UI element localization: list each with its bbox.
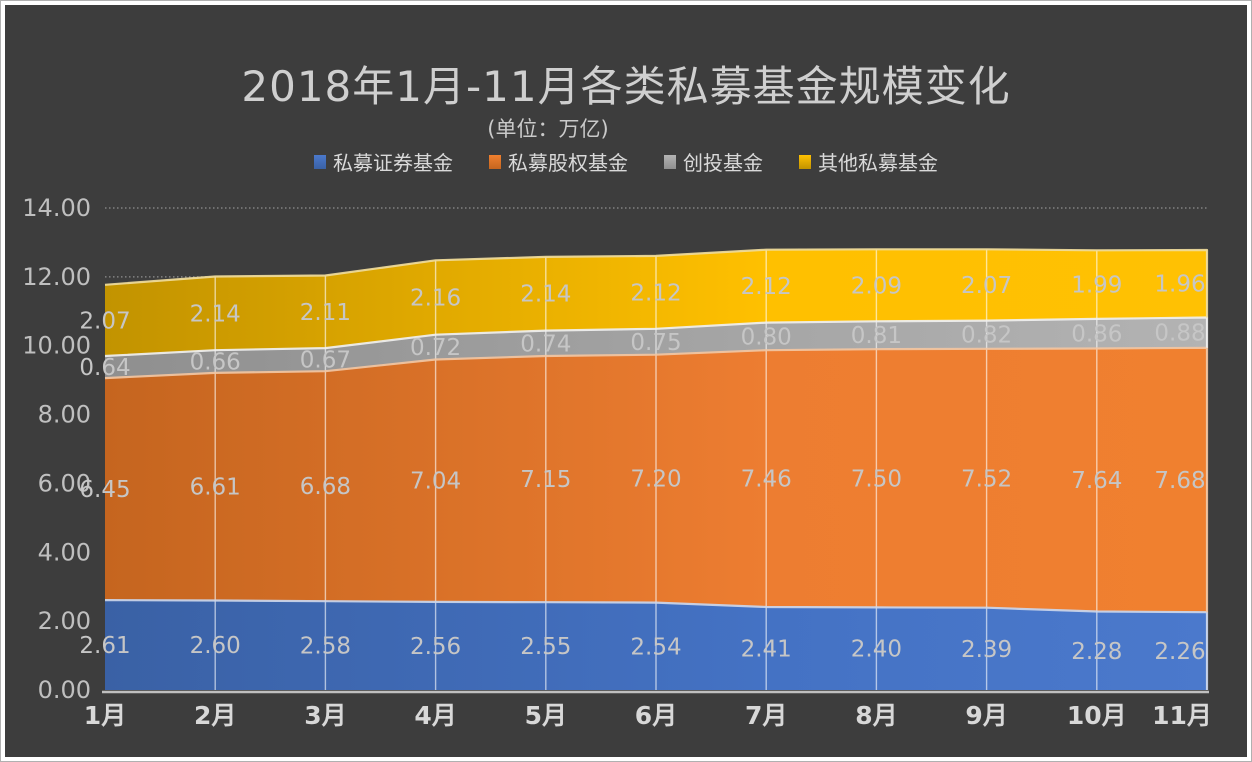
data-label-other: 1.99 <box>1071 273 1122 299</box>
x-axis-labels: 1月 2月 3月 4月 5月 6月 7月 8月 9月 10月 11月 <box>84 701 1212 730</box>
legend-item-other-fund: 其他私募基金 <box>799 147 938 176</box>
data-label-securities: 2.60 <box>190 633 241 659</box>
legend-label: 私募证券基金 <box>333 151 453 175</box>
chart-legend: 私募证券基金 私募股权基金 创投基金 其他私募基金 <box>5 147 1247 176</box>
data-label-venture: 0.86 <box>1071 322 1122 348</box>
svg-text:8月: 8月 <box>855 701 897 730</box>
svg-text:0.00: 0.00 <box>38 676 91 704</box>
svg-text:4.00: 4.00 <box>38 538 91 566</box>
data-label-other: 1.96 <box>1154 272 1205 298</box>
svg-text:2.00: 2.00 <box>38 607 91 635</box>
svg-text:10月: 10月 <box>1067 701 1127 730</box>
data-label-securities: 2.41 <box>741 637 792 663</box>
svg-text:7月: 7月 <box>745 701 787 730</box>
data-label-venture: 0.64 <box>79 355 130 381</box>
stacked-area-chart: 0.00 2.00 4.00 6.00 8.00 10.00 12.00 14.00 1月 2月 3… <box>22 194 1212 730</box>
svg-text:4月: 4月 <box>414 701 456 730</box>
data-label-securities: 2.54 <box>630 634 681 660</box>
data-label-venture: 0.75 <box>630 330 681 356</box>
vertical-gridlines <box>214 249 1207 690</box>
svg-text:3月: 3月 <box>304 701 346 730</box>
data-label-securities: 2.28 <box>1071 639 1122 665</box>
svg-text:9月: 9月 <box>965 701 1007 730</box>
data-label-securities: 2.58 <box>300 634 351 660</box>
svg-text:2月: 2月 <box>194 701 236 730</box>
data-label-other: 2.16 <box>410 286 461 312</box>
data-label-securities: 2.40 <box>851 637 902 663</box>
data-label-equity: 6.68 <box>300 474 351 500</box>
data-label-venture: 0.80 <box>741 324 792 350</box>
data-label-equity: 7.50 <box>851 466 902 492</box>
data-label-equity: 7.46 <box>741 467 792 493</box>
data-label-equity: 7.52 <box>961 466 1012 492</box>
legend-swatch-orange-icon <box>489 154 501 169</box>
data-label-other: 2.12 <box>741 274 792 300</box>
data-label-securities: 2.61 <box>79 633 130 659</box>
legend-label: 创投基金 <box>683 151 763 175</box>
data-label-securities: 2.26 <box>1154 639 1205 665</box>
legend-item-securities-fund: 私募证券基金 <box>314 147 453 176</box>
data-label-other: 2.12 <box>630 280 681 306</box>
svg-text:11月: 11月 <box>1152 701 1212 730</box>
chart-title: 2018年1月-11月各类私募基金规模变化 <box>241 62 1011 111</box>
legend-item-equity-fund: 私募股权基金 <box>489 147 628 176</box>
svg-text:6月: 6月 <box>635 701 677 730</box>
data-label-securities: 2.56 <box>410 634 461 660</box>
data-label-equity: 6.45 <box>79 477 130 503</box>
chart-subtitle: (单位：万亿) <box>487 117 609 141</box>
data-label-equity: 7.15 <box>520 467 571 493</box>
data-label-other: 2.11 <box>300 300 351 326</box>
data-label-equity: 7.64 <box>1071 468 1122 494</box>
legend-item-venture-fund: 创投基金 <box>664 147 763 176</box>
area-edge-lines <box>104 248 1209 690</box>
data-label-equity: 7.68 <box>1154 468 1205 494</box>
data-label-securities: 2.39 <box>961 637 1012 663</box>
chart-panel: 0.00 2.00 4.00 6.00 8.00 10.00 12.00 14.00 1月 2月 3… <box>5 5 1247 757</box>
data-label-other: 2.07 <box>961 273 1012 299</box>
data-label-venture: 0.66 <box>190 350 241 376</box>
svg-text:12.00: 12.00 <box>22 263 91 291</box>
data-label-venture: 0.82 <box>961 323 1012 349</box>
svg-text:1月: 1月 <box>84 701 126 730</box>
data-label-venture: 0.72 <box>410 335 461 361</box>
svg-text:6.00: 6.00 <box>38 469 91 497</box>
legend-label: 私募股权基金 <box>508 151 628 175</box>
svg-text:10.00: 10.00 <box>22 332 91 360</box>
data-label-equity: 7.04 <box>410 469 461 495</box>
data-label-other: 2.14 <box>520 282 571 308</box>
data-label-venture: 0.81 <box>851 323 902 349</box>
data-labels: 2.61 2.60 2.58 2.56 2.55 2.54 2.41 2.40 2.39 2.28… <box>79 272 1205 665</box>
legend-label: 其他私募基金 <box>818 151 938 175</box>
data-label-other: 2.14 <box>190 301 241 327</box>
legend-swatch-blue-icon <box>314 154 326 169</box>
y-axis-labels: 0.00 2.00 4.00 6.00 8.00 10.00 12.00 14.00 <box>22 194 91 704</box>
data-label-venture: 0.67 <box>300 348 351 374</box>
svg-text:14.00: 14.00 <box>22 194 91 222</box>
legend-swatch-gray-icon <box>664 154 676 169</box>
data-label-securities: 2.55 <box>520 634 571 660</box>
svg-text:5月: 5月 <box>525 701 567 730</box>
data-label-equity: 6.61 <box>190 475 241 501</box>
data-label-venture: 0.74 <box>520 331 571 357</box>
data-label-other: 2.09 <box>851 273 902 299</box>
data-label-other: 2.07 <box>79 308 130 334</box>
svg-text:8.00: 8.00 <box>38 401 91 429</box>
data-label-venture: 0.88 <box>1154 321 1205 347</box>
data-label-equity: 7.20 <box>630 467 681 493</box>
legend-swatch-yellow-icon <box>799 154 811 169</box>
